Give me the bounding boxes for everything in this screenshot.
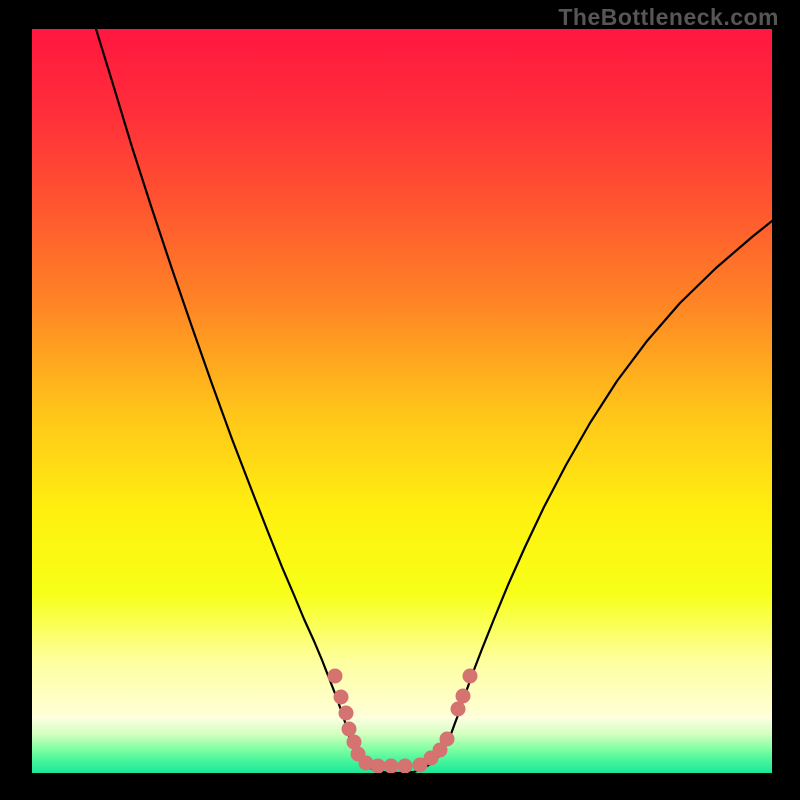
bottleneck-curve-layer xyxy=(32,29,772,773)
highlight-marker xyxy=(371,759,385,773)
chart-frame: TheBottleneck.com xyxy=(0,0,800,800)
watermark-text: TheBottleneck.com xyxy=(558,4,779,31)
bottleneck-curve xyxy=(96,29,772,773)
highlight-marker xyxy=(463,669,477,683)
highlight-marker xyxy=(398,759,412,773)
highlight-marker xyxy=(456,689,470,703)
highlight-marker xyxy=(334,690,348,704)
highlight-marker xyxy=(339,706,353,720)
plot-area xyxy=(32,29,772,773)
highlight-marker xyxy=(342,722,356,736)
highlight-marker xyxy=(384,759,398,773)
highlight-marker xyxy=(440,732,454,746)
highlight-marker xyxy=(328,669,342,683)
highlight-marker xyxy=(451,702,465,716)
